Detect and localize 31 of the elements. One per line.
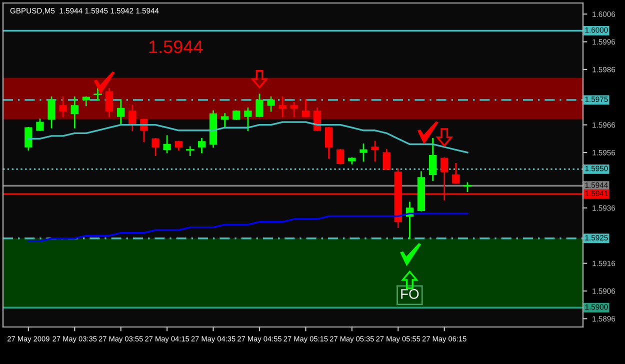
candlestick xyxy=(452,162,460,184)
candlestick xyxy=(256,94,264,118)
candlestick xyxy=(382,149,390,170)
candlestick xyxy=(36,118,44,132)
candlestick xyxy=(152,138,160,156)
candlestick xyxy=(59,96,67,118)
annotation: FO xyxy=(401,289,419,299)
candlestick xyxy=(105,88,114,118)
candlestick xyxy=(140,118,148,142)
candlestick xyxy=(70,96,78,128)
candlestick xyxy=(244,108,252,132)
candlestick xyxy=(325,126,333,159)
candlestick xyxy=(336,149,344,164)
candlestick xyxy=(267,96,275,112)
candlestick xyxy=(302,99,310,118)
candlestick xyxy=(428,138,437,181)
candlestick xyxy=(94,88,102,101)
candlestick xyxy=(278,96,286,118)
candlestick xyxy=(186,146,194,156)
candlestick xyxy=(128,104,136,132)
candlestick xyxy=(117,99,125,126)
annotation: 1.5944 xyxy=(149,40,203,54)
candlestick xyxy=(371,140,379,162)
candlestick xyxy=(198,138,206,154)
candlestick xyxy=(360,144,368,162)
candlestick xyxy=(48,96,56,128)
candlestick xyxy=(221,113,229,128)
candlestick xyxy=(290,102,298,118)
candlestick xyxy=(24,126,32,150)
candlestick xyxy=(313,108,322,132)
candlestick xyxy=(163,135,171,154)
